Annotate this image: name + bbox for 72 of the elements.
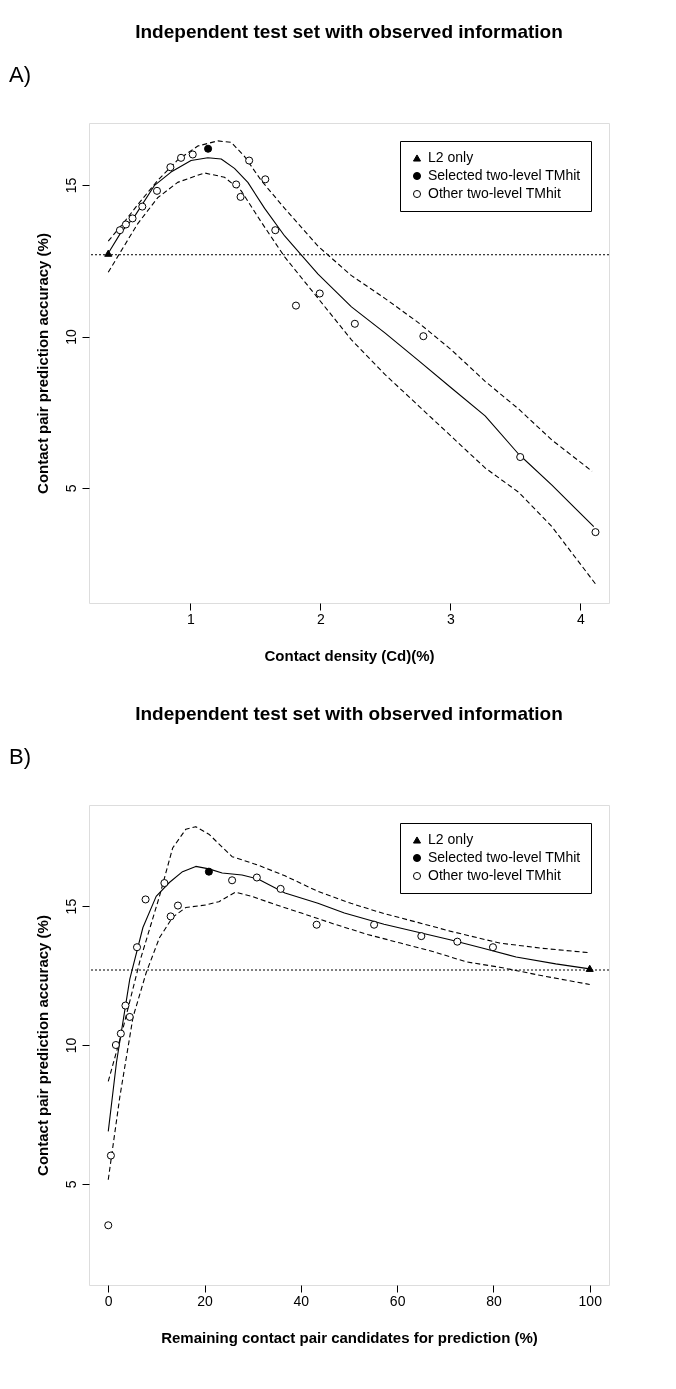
point bbox=[228, 876, 237, 885]
x-axis-title: Contact density (Cd)(%) bbox=[264, 646, 435, 664]
point bbox=[312, 920, 321, 929]
x-axis-title: Remaining contact pair candidates for prediction (%) bbox=[161, 1328, 538, 1346]
y-axis-title: Contact pair prediction accuracy (%) bbox=[33, 233, 51, 494]
point bbox=[152, 186, 162, 195]
point bbox=[453, 937, 462, 946]
x-tick-label: 100 bbox=[578, 1292, 603, 1309]
point bbox=[488, 943, 497, 952]
point bbox=[261, 175, 270, 184]
x-tick-label: 2 bbox=[317, 610, 325, 627]
point bbox=[177, 153, 186, 162]
y-tick-label: 15 bbox=[62, 898, 79, 915]
point bbox=[141, 895, 150, 904]
x-tick-label: 4 bbox=[577, 610, 585, 627]
y-tick-label: 10 bbox=[62, 1037, 79, 1054]
point bbox=[245, 156, 254, 165]
point bbox=[188, 150, 197, 159]
text: B) bbox=[9, 744, 31, 769]
point bbox=[232, 180, 241, 189]
point bbox=[271, 226, 280, 235]
x-tick-label: 3 bbox=[447, 610, 455, 627]
y-tick-label: 5 bbox=[62, 1180, 79, 1189]
point bbox=[121, 220, 130, 229]
point bbox=[125, 1012, 134, 1021]
point bbox=[204, 144, 213, 153]
point bbox=[591, 528, 600, 537]
point bbox=[419, 332, 428, 341]
point bbox=[121, 1001, 130, 1010]
point bbox=[252, 873, 261, 882]
point bbox=[173, 901, 182, 910]
point bbox=[115, 226, 124, 235]
point bbox=[516, 453, 525, 462]
point bbox=[138, 202, 147, 211]
point bbox=[417, 932, 426, 941]
legend-label: L2 only bbox=[428, 149, 474, 165]
point bbox=[104, 249, 113, 257]
y-tick-label: 10 bbox=[62, 329, 79, 345]
point bbox=[116, 1029, 125, 1038]
text: A) bbox=[9, 62, 31, 87]
x-tick-label: 20 bbox=[197, 1292, 214, 1309]
y-tick-label: 15 bbox=[62, 177, 79, 194]
legend-label: Other two-level TMhit bbox=[428, 867, 561, 883]
point bbox=[236, 192, 245, 201]
point bbox=[291, 301, 300, 310]
y-tick-label: 5 bbox=[62, 484, 79, 493]
chart-title: Independent test set with observed information bbox=[135, 21, 563, 42]
point bbox=[350, 319, 359, 328]
legend-label: Other two-level TMhit bbox=[428, 185, 561, 201]
point bbox=[106, 1151, 115, 1160]
point bbox=[315, 289, 324, 298]
point bbox=[104, 1221, 113, 1230]
legend-label: Selected two-level TMhit bbox=[428, 167, 581, 183]
chart-title: Independent test set with observed information bbox=[135, 703, 563, 724]
point bbox=[276, 884, 285, 893]
x-tick-label: 60 bbox=[389, 1292, 406, 1309]
point bbox=[370, 920, 379, 929]
x-tick-label: 1 bbox=[187, 610, 195, 627]
point bbox=[166, 163, 175, 172]
legend-label: L2 only bbox=[428, 831, 474, 847]
point bbox=[204, 867, 213, 876]
point bbox=[111, 1040, 120, 1050]
y-axis-title: Contact pair prediction accuracy (%) bbox=[33, 915, 51, 1176]
point bbox=[132, 943, 142, 952]
point bbox=[585, 964, 594, 972]
point bbox=[160, 879, 169, 888]
point bbox=[128, 214, 137, 223]
x-tick-label: 0 bbox=[104, 1292, 113, 1309]
legend-label: Selected two-level TMhit bbox=[428, 849, 581, 865]
x-tick-label: 40 bbox=[293, 1292, 310, 1309]
point bbox=[166, 912, 175, 921]
x-tick-label: 80 bbox=[486, 1292, 502, 1309]
